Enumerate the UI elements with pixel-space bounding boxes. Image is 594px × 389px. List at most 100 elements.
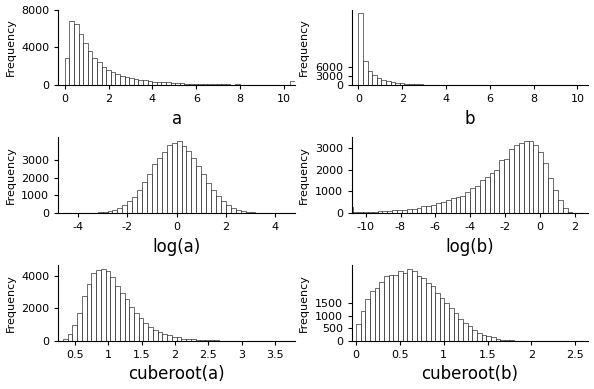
Bar (127, 202, 132, 213)
Bar (435, 293, 440, 341)
Bar (172, 143, 176, 213)
Bar (459, 319, 463, 341)
Bar (241, 211, 245, 213)
Bar (212, 84, 217, 85)
Bar (88, 51, 93, 85)
Bar (191, 339, 195, 341)
Bar (68, 335, 72, 341)
Bar (245, 212, 251, 213)
Bar (162, 152, 167, 213)
Bar (361, 310, 365, 341)
Bar (157, 82, 162, 85)
Bar (480, 180, 485, 213)
Bar (489, 173, 494, 213)
Y-axis label: Frequency: Frequency (299, 146, 309, 204)
Bar (463, 323, 467, 341)
Bar (87, 284, 91, 341)
Bar (491, 337, 495, 341)
Bar (206, 183, 211, 213)
Bar (122, 205, 127, 213)
Bar (372, 212, 378, 213)
Bar (500, 340, 505, 341)
Bar (240, 84, 244, 85)
Bar (65, 58, 69, 85)
Bar (221, 201, 226, 213)
Bar (353, 212, 358, 213)
Bar (446, 200, 451, 213)
Bar (72, 325, 77, 341)
Bar (112, 210, 118, 213)
Bar (558, 200, 563, 213)
Bar (236, 210, 241, 213)
Bar (231, 209, 236, 213)
Y-axis label: Frequency: Frequency (5, 18, 15, 76)
Y-axis label: Frequency: Frequency (299, 18, 309, 76)
Bar (152, 82, 157, 85)
Bar (111, 72, 115, 85)
Bar (397, 210, 402, 213)
Bar (363, 61, 368, 85)
Bar (147, 174, 152, 213)
Bar (391, 82, 395, 85)
Bar (380, 282, 384, 341)
Bar (375, 288, 380, 341)
Bar (182, 146, 187, 213)
Bar (398, 271, 403, 341)
Bar (180, 83, 185, 85)
Bar (440, 298, 444, 341)
Bar (388, 275, 393, 341)
Bar (176, 141, 182, 213)
Bar (132, 197, 137, 213)
X-axis label: b: b (465, 110, 475, 128)
Bar (358, 13, 363, 85)
Bar (207, 84, 212, 85)
Bar (348, 207, 353, 213)
Bar (148, 326, 153, 341)
Bar (412, 209, 416, 213)
Bar (386, 81, 391, 85)
Bar (189, 84, 194, 85)
Bar (436, 203, 441, 213)
Bar (290, 81, 295, 85)
Bar (196, 166, 201, 213)
Bar (129, 78, 134, 85)
Bar (115, 286, 120, 341)
Bar (553, 190, 558, 213)
Bar (456, 197, 460, 213)
Bar (152, 165, 157, 213)
Bar (485, 177, 489, 213)
Bar (153, 329, 157, 341)
Bar (217, 84, 222, 85)
X-axis label: cuberoot(b): cuberoot(b) (422, 365, 519, 384)
Bar (157, 332, 162, 341)
X-axis label: a: a (172, 110, 182, 128)
Bar (533, 145, 538, 213)
Bar (216, 196, 221, 213)
Bar (97, 62, 102, 85)
Bar (567, 212, 573, 213)
Bar (519, 143, 524, 213)
Bar (110, 277, 115, 341)
Bar (125, 300, 129, 341)
Bar (467, 326, 472, 341)
Bar (205, 340, 210, 341)
Bar (157, 158, 162, 213)
Bar (101, 269, 106, 341)
Bar (115, 74, 120, 85)
Bar (175, 83, 180, 85)
Bar (426, 283, 431, 341)
Bar (449, 308, 454, 341)
Bar (529, 141, 533, 213)
Bar (431, 205, 436, 213)
Bar (426, 206, 431, 213)
Bar (139, 318, 144, 341)
Bar (186, 339, 191, 341)
Bar (162, 82, 166, 85)
Bar (370, 291, 375, 341)
Bar (392, 210, 397, 213)
Bar (120, 293, 125, 341)
Bar (69, 21, 74, 85)
Bar (416, 208, 421, 213)
Bar (543, 163, 548, 213)
Bar (63, 339, 68, 341)
